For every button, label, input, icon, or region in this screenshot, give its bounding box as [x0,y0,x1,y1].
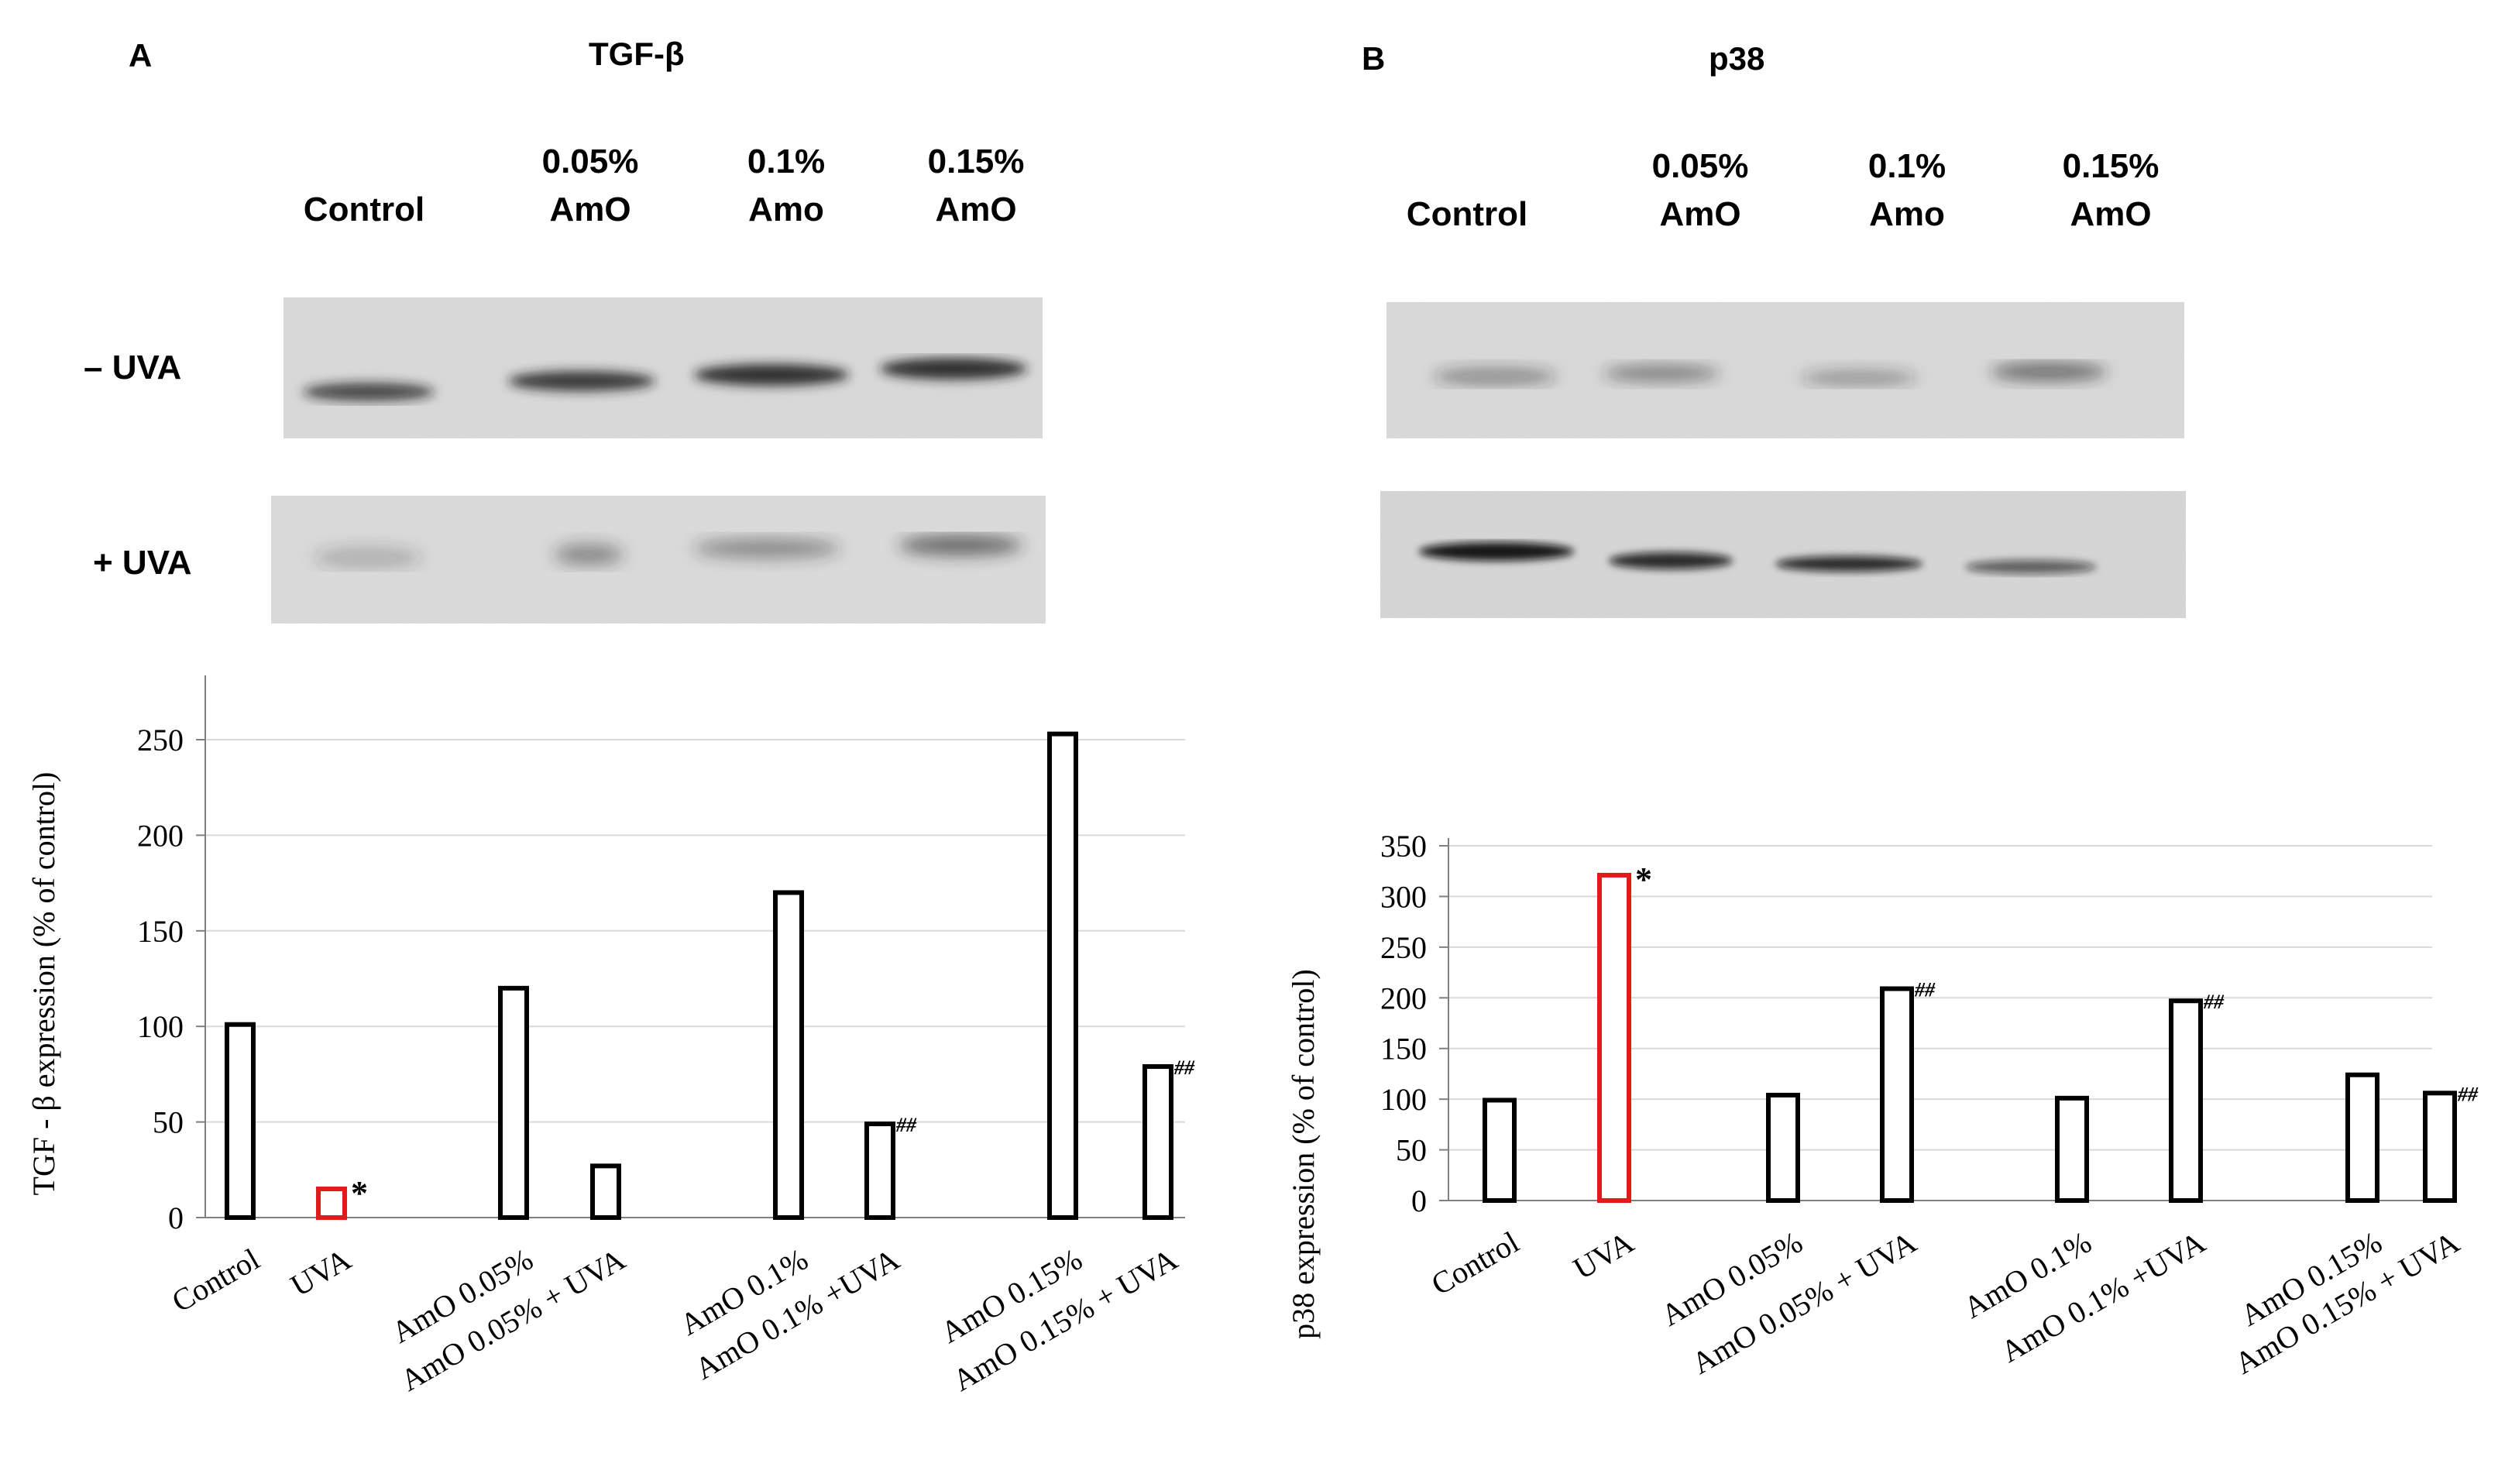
bar-7 [2345,1072,2379,1203]
bar-2 [1597,872,1631,1203]
y-tick-label: 50 [153,1105,184,1140]
panel-a-row-plus-uva: + UVA [93,544,192,582]
bar-3 [1766,1092,1800,1203]
panel-a-col-control: Control [263,138,465,234]
significance-star: * [351,1174,368,1212]
y-tick-label: 100 [137,1009,184,1044]
x-category-label: Control [166,1242,265,1319]
x-category-label: UVA [284,1242,356,1304]
bar-2 [316,1186,347,1220]
chart-b: 0 50 100 150 200 250 300 350 p38 expression (% o… [1286,829,2479,1381]
col-line2: Amo [1869,195,1945,233]
col-line2: Amo [748,191,824,228]
significance-hash: ## [1914,979,1936,1001]
y-tick-label: 200 [1380,981,1427,1015]
y-tick-label: 250 [1380,930,1427,965]
y-tick-label: 0 [168,1201,184,1235]
bar-4 [590,1163,621,1221]
bar-6 [864,1122,895,1220]
col-line1: 0.05% [1651,147,1749,185]
bar-1 [225,1022,256,1220]
y-tick-label: 0 [1411,1183,1427,1218]
bar-4 [1880,986,1914,1203]
chart-a: 0 50 100 150 200 250 TGF - β expression (% of … [26,675,1195,1398]
y-tick-label: 150 [1380,1032,1427,1067]
y-tick-label: 200 [137,818,184,853]
y-tick-label: 50 [1396,1133,1427,1168]
panel-a-blot-minus-uva [283,297,1043,438]
panel-b-protein-title: p38 [1709,40,1765,77]
significance-hash: ## [895,1114,917,1136]
panel-b-col-control: Control [1366,143,1568,239]
panel-b-col-005: 0.05% AmO [1599,143,1801,239]
x-category-label: Control [1425,1225,1524,1302]
col-line1 [1366,143,1568,191]
panel-b-blot-plus-uva [1380,491,2186,618]
panel-a-col-015: 0.15% AmO [875,138,1077,234]
bar-8 [2423,1091,2457,1204]
bar-5 [2055,1095,2089,1203]
col-line2: Control [303,191,425,228]
panel-b-letter: B [1362,40,1386,77]
col-line1: 0.05% [541,143,639,180]
panel-a-col-01: 0.1% Amo [685,138,887,234]
x-category-label: AmO 0.1% +UVA [1995,1225,2211,1369]
col-line1: 0.1% [747,143,826,180]
col-line2: Control [1406,195,1528,233]
y-tick-label: 300 [1380,879,1427,914]
col-line1 [263,138,465,186]
panel-a-letter: A [129,37,153,74]
col-line2: AmO [935,191,1017,228]
bar-5 [773,890,804,1220]
significance-hash: ## [1173,1056,1195,1079]
significance-hash: ## [2457,1083,2479,1105]
bar-3 [498,985,529,1220]
panel-a-row-minus-uva: – UVA [84,349,182,386]
significance-hash: ## [2203,991,2225,1013]
bar-6 [2169,998,2203,1203]
panel-b-col-01: 0.1% Amo [1806,143,2008,239]
panel-a-col-005: 0.05% AmO [490,138,691,234]
y-tick-label: 100 [1380,1082,1427,1117]
bar-8 [1142,1064,1173,1221]
panel-b-col-015: 0.15% AmO [2010,143,2211,239]
col-line2: AmO [1659,195,1741,233]
y-axis-label: TGF - β expression (% of control) [26,772,61,1196]
panel-b-blot-minus-uva [1386,302,2184,438]
bar-1 [1483,1098,1517,1203]
col-line1: 0.15% [927,143,1025,180]
y-tick-label: 150 [137,914,184,949]
col-line2: AmO [549,191,631,228]
col-line1: 0.15% [2062,147,2160,185]
x-category-label: UVA [1567,1225,1639,1286]
significance-star: * [1635,861,1652,898]
bar-7 [1047,731,1078,1220]
col-line1: 0.1% [1867,147,1947,185]
col-line2: AmO [2070,195,2152,233]
y-tick-label: 250 [137,723,184,757]
y-axis-label: p38 expression (% of control) [1286,969,1321,1339]
y-tick-label: 350 [1380,829,1427,864]
panel-a-protein-title: TGF-β [589,36,685,72]
panel-a-blot-plus-uva [271,496,1046,623]
